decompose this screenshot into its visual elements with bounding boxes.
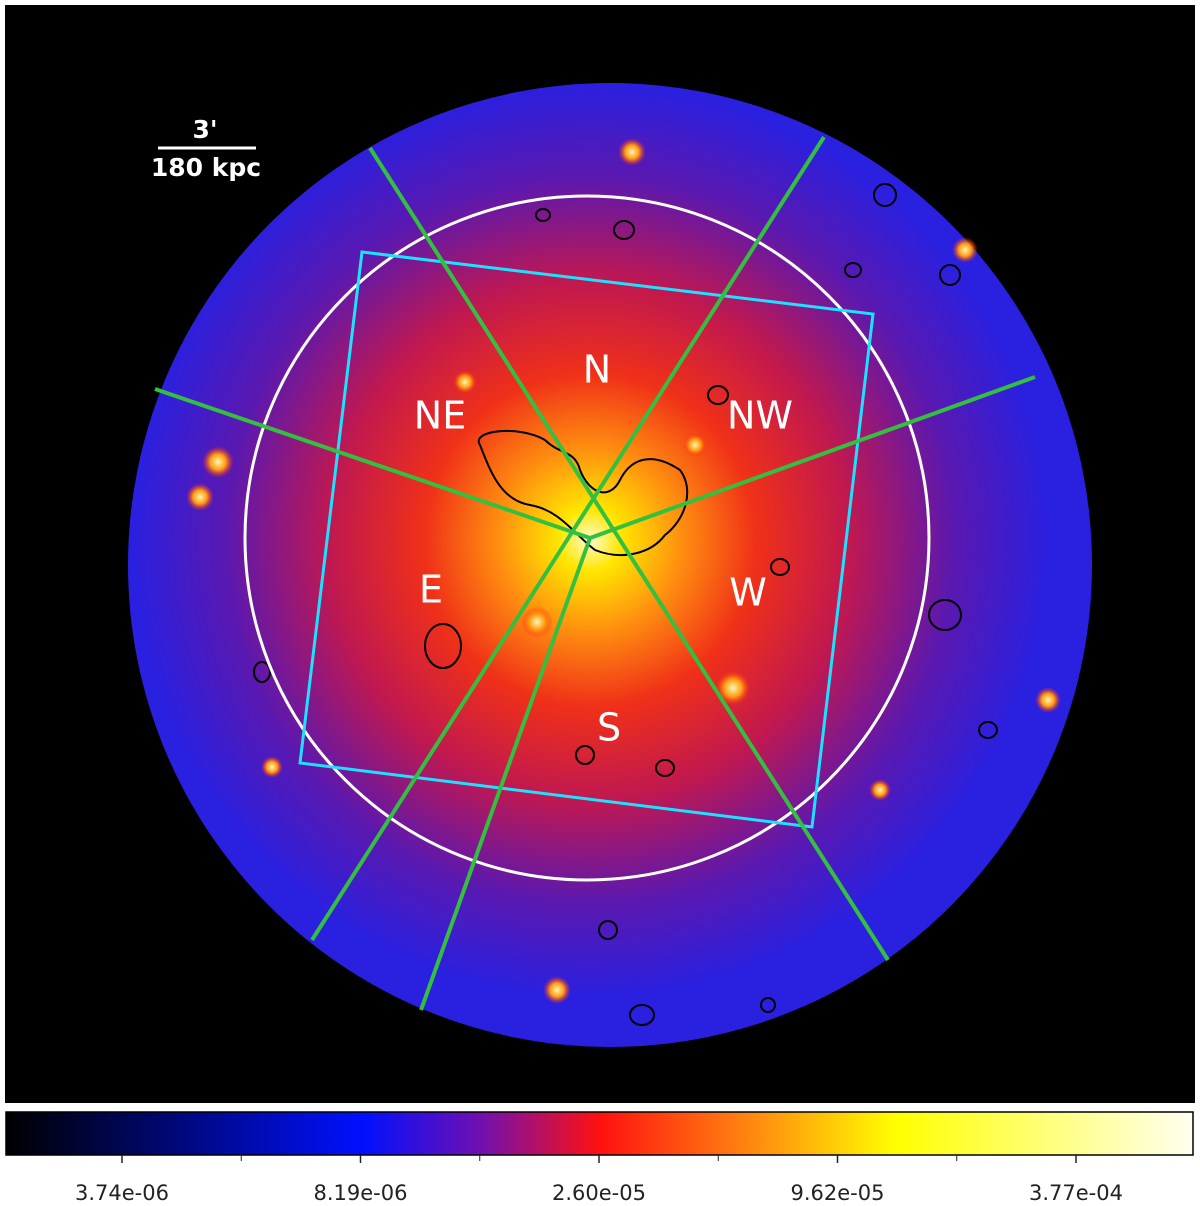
colorbar-ticks: 3.74e-06 8.19e-06 2.60e-05 9.62e-05 3.77e-04 [75, 1155, 1123, 1205]
region-label: NW [727, 394, 793, 438]
region-label: NE [414, 394, 466, 438]
colorbar-tick-label: 9.62e-05 [791, 1181, 885, 1205]
scale-distance: 180 kpc [151, 153, 261, 182]
sector-lines [154, 135, 1036, 1011]
region-label: E [419, 568, 443, 612]
emission-disk [128, 83, 1092, 1047]
colorbar-tick-label: 8.19e-06 [314, 1181, 408, 1205]
region-label: N [583, 348, 611, 392]
contours [253, 183, 998, 1026]
region-label: W [729, 571, 767, 615]
scale-angle: 3' [192, 115, 217, 144]
colorbar-tick-label: 3.74e-06 [75, 1181, 169, 1205]
r500-circle [243, 194, 931, 882]
colorbar-tick-label: 3.77e-04 [1029, 1181, 1123, 1205]
bright-sources [186, 138, 1061, 1004]
colorbar [5, 1111, 1194, 1156]
chandra-fov [298, 250, 875, 829]
region-label: S [597, 706, 621, 750]
colorbar-tick-label: 2.60e-05 [552, 1181, 646, 1205]
